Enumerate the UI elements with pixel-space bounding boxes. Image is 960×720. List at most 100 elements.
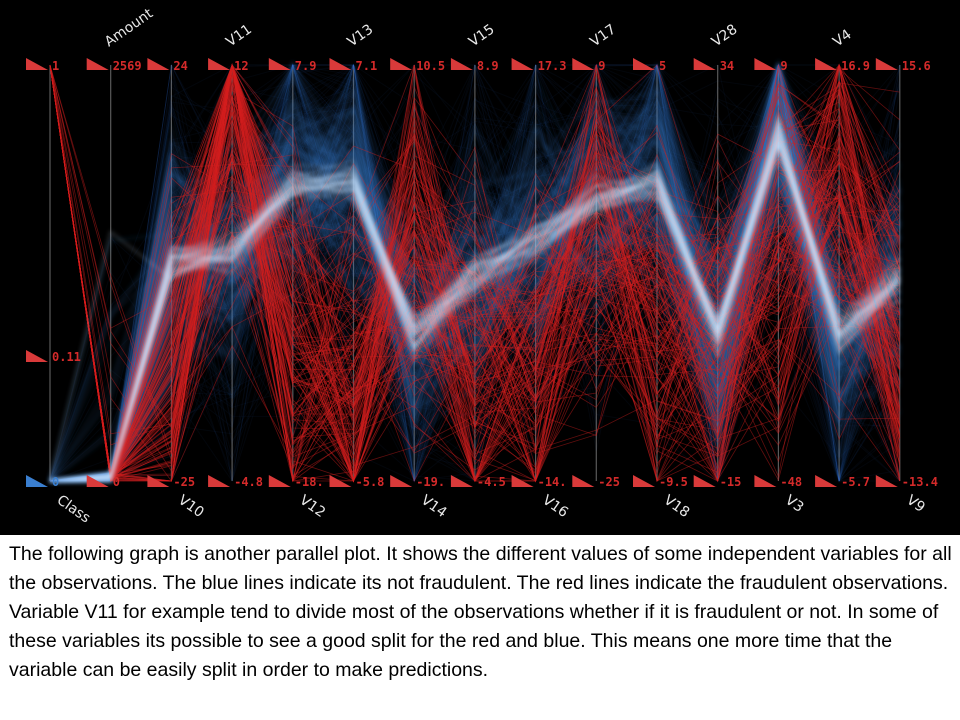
axis-max-marker-v3[interactable]	[754, 58, 777, 70]
axis-min-label-amount: 0	[113, 475, 120, 489]
axis-name-v3: V3	[782, 492, 806, 516]
red-series-line	[49, 64, 901, 483]
axis-min-label-class: 0	[52, 475, 59, 489]
axis-min-label-v12: -18.	[295, 475, 324, 489]
red-series-line	[49, 64, 901, 475]
axis-name-v14: V14	[418, 492, 450, 521]
red-series-line	[49, 64, 901, 482]
blue-series-core-line	[49, 94, 902, 483]
axis-max-label-v9: 15.6	[902, 59, 931, 73]
axis-max-marker-v16[interactable]	[511, 58, 534, 70]
axis-min-marker-v4[interactable]	[815, 475, 838, 487]
red-series-line	[49, 64, 901, 482]
axis-max-marker-class[interactable]	[26, 58, 48, 70]
red-series-line	[49, 64, 901, 483]
axis-min-marker-v11[interactable]	[208, 475, 231, 487]
red-series-line	[49, 64, 900, 483]
red-series-line	[49, 64, 901, 479]
red-series-line	[49, 64, 901, 483]
red-series-line	[49, 64, 901, 483]
red-series-line	[49, 63, 901, 483]
axis-min-label-v10: -25	[173, 475, 195, 489]
axis-max-marker-v17[interactable]	[572, 58, 595, 70]
axis-min-marker-v17[interactable]	[572, 475, 595, 487]
axis-max-marker-v15[interactable]	[450, 58, 473, 70]
red-series-line	[49, 64, 900, 483]
axis-max-marker-v12[interactable]	[268, 58, 291, 70]
red-series-line	[49, 64, 901, 474]
red-series-line	[49, 64, 901, 478]
red-series-line	[49, 64, 901, 475]
red-series-line	[49, 64, 901, 483]
blue-series-highlight-line	[49, 115, 901, 482]
axis-min-marker-v10[interactable]	[147, 475, 170, 487]
red-series-line	[49, 64, 900, 477]
axis-min-marker-v3[interactable]	[754, 475, 777, 487]
red-series-line	[49, 64, 901, 482]
parallel-plot: 1 0 0.11 Class 2569 0 Amount 24 -25 V10 12 -4.8 V11 7…	[0, 0, 960, 535]
axis-max-label-v17: 9	[598, 59, 605, 73]
axis-name-v9: V9	[904, 492, 928, 516]
red-series-line	[49, 64, 901, 479]
axis-name-v10: V10	[175, 492, 207, 521]
red-series-line	[49, 63, 901, 482]
axis-max-marker-amount[interactable]	[86, 58, 109, 70]
red-series-line	[49, 64, 900, 480]
axis-max-marker-v18[interactable]	[633, 58, 655, 70]
axis-max-marker-v13[interactable]	[329, 58, 352, 70]
axis-name-v15: V15	[466, 21, 498, 50]
red-series-line	[49, 64, 901, 483]
axis-min-marker-v9[interactable]	[875, 475, 898, 487]
red-series-line	[49, 64, 901, 475]
axis-min-marker-v18[interactable]	[633, 475, 655, 487]
red-series-line	[49, 63, 901, 483]
red-series-line	[49, 64, 901, 480]
red-series-line	[49, 64, 901, 483]
axis-max-label-v3: 9	[780, 59, 787, 73]
axis-max-label-v12: 7.9	[295, 59, 317, 73]
axis-min-marker-v12[interactable]	[268, 475, 291, 487]
axis-min-marker-v16[interactable]	[511, 475, 534, 487]
red-series-line	[49, 64, 901, 482]
axis-min-label-v14: -19.	[416, 475, 445, 489]
axis-max-marker-v9[interactable]	[875, 58, 898, 70]
axis-max-marker-v11[interactable]	[208, 58, 231, 70]
red-series-line	[49, 64, 901, 482]
axis-min-marker-v14[interactable]	[390, 475, 413, 487]
axis-min-marker-class[interactable]	[26, 475, 48, 487]
axis-name-amount: Amount	[102, 5, 157, 50]
red-series-line	[49, 64, 901, 480]
red-series	[49, 63, 901, 483]
axis-min-marker-v13[interactable]	[329, 475, 352, 487]
axis-mid-marker-class[interactable]	[26, 350, 48, 362]
red-series-line	[49, 64, 901, 483]
red-series-line	[49, 63, 901, 483]
axis-max-label-v16: 17.3	[538, 59, 567, 73]
axis-max-marker-v28[interactable]	[693, 58, 716, 70]
red-series-line	[49, 64, 901, 481]
axis-name-class: Class	[54, 492, 93, 526]
red-series-line	[49, 64, 901, 483]
axis-min-label-v4: -5.7	[841, 475, 870, 489]
axis-max-marker-v14[interactable]	[390, 58, 413, 70]
red-series-line	[49, 64, 901, 482]
axis-mid-label-class: 0.11	[52, 350, 81, 364]
red-series-line	[49, 64, 901, 482]
axis-max-label-v28: 34	[720, 59, 734, 73]
axis-name-v13: V13	[345, 21, 377, 50]
axis-min-marker-v28[interactable]	[693, 475, 716, 487]
red-series-line	[49, 64, 901, 482]
red-series-line	[49, 64, 901, 482]
red-series-line	[49, 64, 901, 482]
red-series-line	[49, 63, 901, 479]
axis-min-marker-v15[interactable]	[450, 475, 473, 487]
red-series-line	[49, 64, 901, 429]
red-series-line	[49, 64, 901, 482]
axis-min-marker-amount[interactable]	[86, 475, 109, 487]
red-series-line	[49, 64, 901, 482]
red-series-line	[49, 64, 900, 482]
axis-min-label-v15: -4.5	[477, 475, 506, 489]
axis-max-marker-v10[interactable]	[147, 58, 170, 70]
axis-name-v17: V17	[587, 21, 619, 50]
axis-max-marker-v4[interactable]	[815, 58, 838, 70]
